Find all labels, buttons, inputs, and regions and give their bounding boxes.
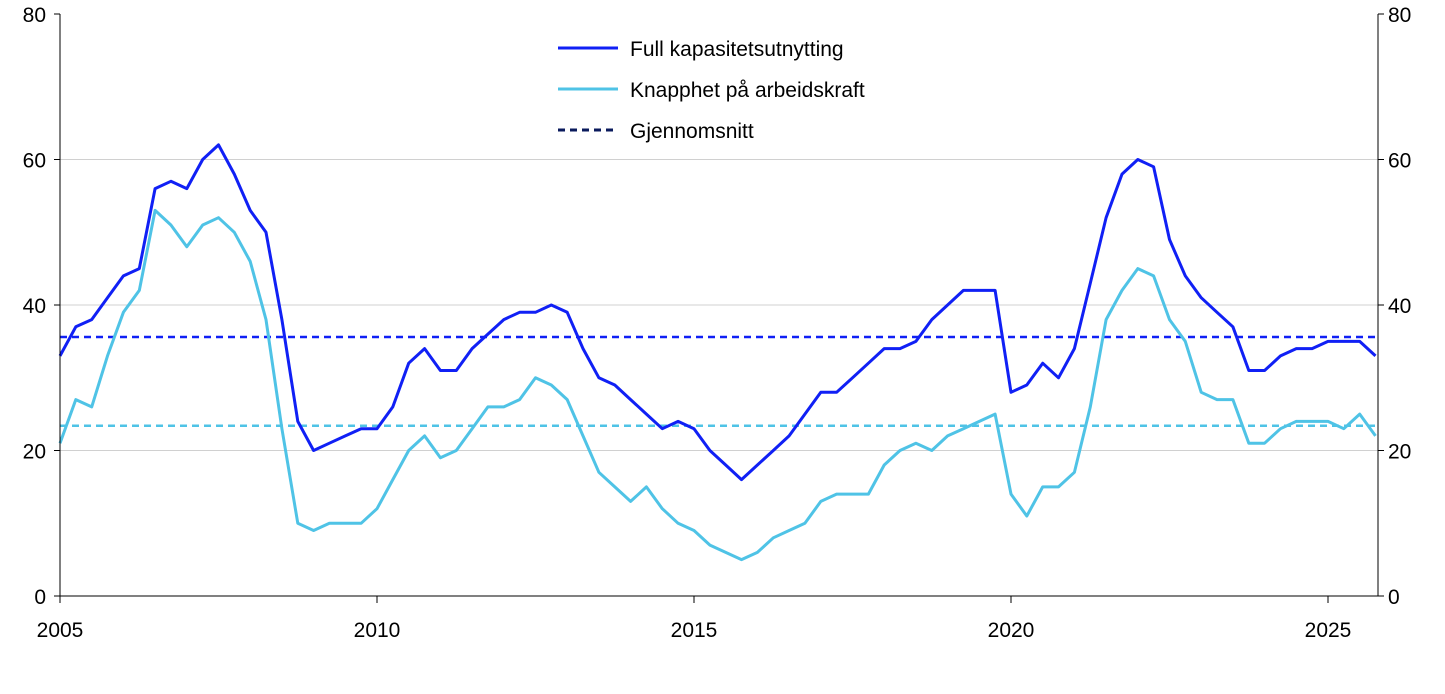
x-tick-label: 2015 [671, 619, 718, 642]
y-tick-label-left: 0 [34, 586, 46, 609]
x-tick-label: 2010 [354, 619, 401, 642]
y-tick-label-right: 0 [1388, 586, 1400, 609]
y-tick-label-left: 40 [23, 295, 46, 318]
series-line-2 [58, 208, 1377, 562]
x-tick-label: 2020 [988, 619, 1035, 642]
average-lines [60, 335, 1378, 428]
y-tick-label-left: 20 [23, 441, 46, 464]
y-tick-label-left: 80 [23, 4, 46, 27]
x-tick-label: 2025 [1305, 619, 1352, 642]
legend-label: Full kapasitetsutnytting [630, 38, 844, 61]
axes [54, 13, 1384, 603]
legend-label: Gjennomsnitt [630, 120, 754, 143]
y-tick-label-right: 20 [1388, 441, 1411, 464]
legend: Full kapasitetsutnytting Knapphet på arbe… [558, 38, 865, 143]
x-tick-label: 2005 [37, 619, 84, 642]
gridlines [60, 159, 1378, 451]
legend-label: Knapphet på arbeidskraft [630, 79, 865, 102]
y-tick-label-right: 40 [1388, 295, 1411, 318]
series-lines [58, 143, 1377, 562]
series-line-1 [58, 143, 1377, 482]
y-tick-label-left: 60 [23, 150, 46, 173]
y-tick-label-right: 60 [1388, 150, 1411, 173]
y-tick-label-right: 80 [1388, 4, 1411, 27]
